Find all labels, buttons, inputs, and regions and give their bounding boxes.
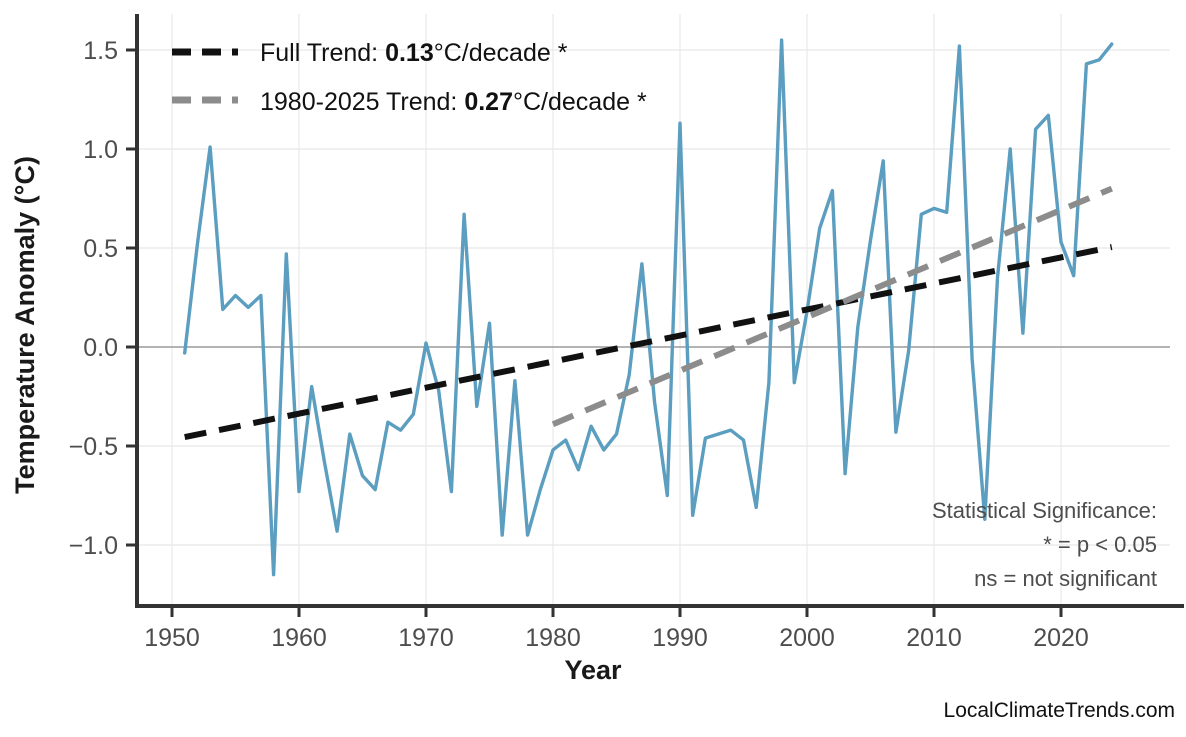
- y-tick-label: −1.0: [69, 532, 118, 560]
- temperature-anomaly-line: [183, 38, 1114, 577]
- gridlines: [137, 14, 1170, 606]
- x-axis-title: Year: [564, 655, 622, 685]
- significance-annotation: Statistical Significance: * = p < 0.05 n…: [932, 498, 1157, 591]
- annotation-line-1: Statistical Significance:: [932, 498, 1157, 523]
- legend: Full Trend: 0.13°C/decade * 1980-2025 Tr…: [172, 39, 647, 116]
- annotation-line-2: * = p < 0.05: [1043, 532, 1157, 557]
- x-tick-label: 2010: [906, 624, 962, 652]
- footer-attribution: LocalClimateTrends.com: [944, 699, 1175, 722]
- x-tick-label: 2020: [1033, 624, 1089, 652]
- x-tick-label: 1950: [144, 624, 200, 652]
- legend-label-full-trend: Full Trend: 0.13°C/decade *: [260, 39, 568, 67]
- x-tick-labels: 1950 1960 1970 1980 1990 2000 2010 2020: [144, 624, 1089, 652]
- full-trend-line: [184, 244, 1113, 441]
- y-tick-label: −0.5: [69, 433, 118, 461]
- x-tick-label: 1960: [271, 624, 327, 652]
- y-tick-label: 1.5: [83, 37, 118, 65]
- y-tick-label: 0.5: [83, 235, 118, 263]
- y-tick-label: 1.0: [83, 136, 118, 164]
- legend-label-recent-trend: 1980-2025 Trend: 0.27°C/decade *: [260, 88, 647, 116]
- x-tick-label: 1980: [525, 624, 581, 652]
- axes: [126, 14, 1184, 617]
- annotation-line-3: ns = not significant: [974, 566, 1157, 591]
- y-axis-title: Temperature Anomaly (°C): [10, 156, 40, 494]
- x-tick-label: 1970: [398, 624, 454, 652]
- recent-trend-line: [551, 185, 1113, 427]
- y-tick-labels: 1.5 1.0 0.5 0.0 −0.5 −1.0: [69, 37, 118, 560]
- x-tick-label: 1990: [652, 624, 708, 652]
- y-tick-label: 0.0: [83, 334, 118, 362]
- x-tick-label: 2000: [779, 624, 835, 652]
